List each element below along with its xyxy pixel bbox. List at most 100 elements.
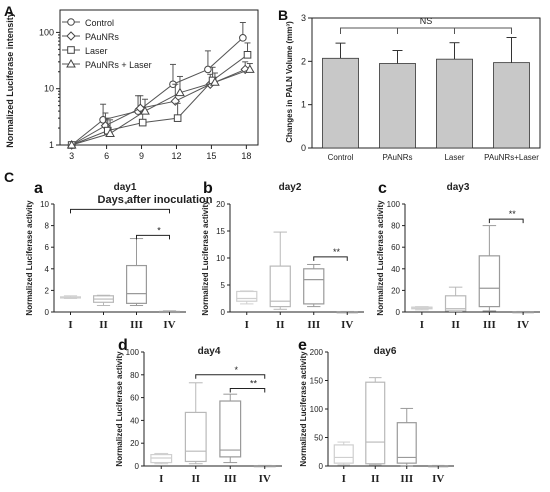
y-tick-label: 0 [319, 462, 324, 471]
x-tick-label: IV [163, 319, 175, 331]
legend-label: Laser [85, 46, 108, 56]
y-tick-label: 100 [39, 27, 54, 37]
data-point [210, 77, 220, 86]
x-tick-label: 6 [104, 151, 109, 161]
data-point [239, 34, 247, 42]
series-line-paunrs-laser [71, 68, 251, 146]
subpanel-letter: a [34, 180, 43, 197]
significance-bracket [313, 256, 348, 261]
y-tick-label: 10 [216, 254, 225, 263]
x-tick-label: III [307, 319, 320, 331]
significance-label: * [124, 199, 128, 209]
x-tick-label: I [68, 319, 72, 331]
box [333, 444, 354, 464]
box [444, 295, 467, 312]
chart-title: day6 [374, 346, 397, 357]
y-tick-label: 4 [45, 265, 50, 274]
y-tick-label: 0 [301, 143, 306, 153]
x-tick-label: II [276, 319, 285, 331]
data-point [105, 128, 115, 138]
legend-label: Control [85, 18, 114, 28]
x-tick-label: II [371, 473, 380, 485]
y-tick-label: 0 [221, 308, 226, 317]
y-axis-label: Normalized Luciferase intensity [5, 12, 15, 148]
x-tick-label: II [451, 319, 460, 331]
x-tick-label: III [224, 473, 237, 485]
y-tick-label: 1 [301, 100, 306, 110]
significance-label: ** [509, 209, 517, 219]
box [125, 264, 147, 304]
x-tick-label: 9 [139, 151, 144, 161]
subpanel-letter: b [203, 180, 213, 197]
y-tick-label: 6 [45, 243, 50, 252]
y-tick-label: 10 [44, 84, 54, 94]
significance-label: ** [250, 378, 258, 388]
y-tick-label: 3 [301, 13, 306, 23]
x-tick-label: 15 [206, 151, 216, 161]
x-tick-label: PAuNRs [382, 153, 412, 162]
box [365, 381, 386, 465]
plot-frame [59, 9, 259, 146]
y-tick-label: 15 [216, 227, 225, 236]
data-point [138, 118, 147, 127]
line-chart-panel: Days after inoculation Normalized Lucife… [5, 9, 259, 206]
y-tick-label: 40 [130, 416, 139, 425]
y-tick-label: 0 [45, 308, 50, 317]
x-tick-label: III [400, 473, 413, 485]
x-axis-label: Days after inoculation [98, 194, 213, 206]
subpanel-letter: d [118, 337, 128, 354]
data-point [173, 114, 182, 122]
x-tick-label: IV [517, 319, 529, 331]
y-tick-label: 40 [391, 265, 400, 274]
y-tick-label: 1 [49, 140, 54, 150]
series-line-laser [71, 54, 248, 146]
significance-bracket [488, 218, 524, 224]
y-tick-label: 10 [40, 200, 49, 209]
y-tick-label: 20 [130, 439, 139, 448]
y-tick-label: 20 [216, 200, 225, 209]
data-point [243, 51, 252, 59]
y-tick-label: 50 [314, 434, 323, 443]
data-point [66, 139, 77, 149]
data-point [99, 116, 107, 124]
y-tick-label: 200 [310, 348, 324, 357]
y-tick-label: 0 [396, 308, 401, 317]
box [219, 400, 242, 458]
x-tick-label: III [130, 319, 143, 331]
y-axis-label: Normalized Luciferase activity [376, 200, 385, 316]
legend-marker [66, 31, 76, 41]
significance-label: * [157, 225, 161, 235]
x-tick-label: I [245, 319, 249, 331]
box [303, 268, 325, 305]
bar [436, 58, 473, 149]
y-tick-label: 2 [301, 56, 306, 66]
box [184, 411, 207, 463]
subpanel-letter: c [378, 180, 387, 197]
panel-label-a: A [4, 3, 14, 19]
data-point [175, 87, 185, 97]
chart-title: day2 [279, 182, 302, 193]
legend-label: PAuNRs + Laser [85, 60, 152, 70]
significance-label: ** [333, 247, 341, 257]
x-tick-label: Control [328, 153, 354, 162]
y-axis-label: Normalized Luciferase activity [25, 200, 34, 316]
y-tick-label: 100 [387, 200, 401, 209]
y-axis-label: Normalized Luciferase activity [201, 200, 210, 316]
data-point [244, 64, 255, 73]
panel-label-b: B [278, 7, 288, 23]
data-point [140, 106, 150, 115]
legend-label: PAuNRs [85, 32, 119, 42]
box [396, 422, 417, 464]
x-tick-label: I [159, 473, 163, 485]
y-axis-label: Changes in PALN Volume (mm³) [285, 21, 294, 143]
x-tick-label: IV [259, 473, 271, 485]
panel-label-c: C [4, 169, 14, 185]
x-tick-label: IV [341, 319, 353, 331]
x-tick-label: 18 [241, 151, 251, 161]
legend-marker [67, 46, 75, 54]
plot-frame [311, 17, 541, 149]
significance-bracket [136, 234, 170, 240]
y-tick-label: 60 [391, 243, 400, 252]
series-line-control [71, 37, 244, 146]
